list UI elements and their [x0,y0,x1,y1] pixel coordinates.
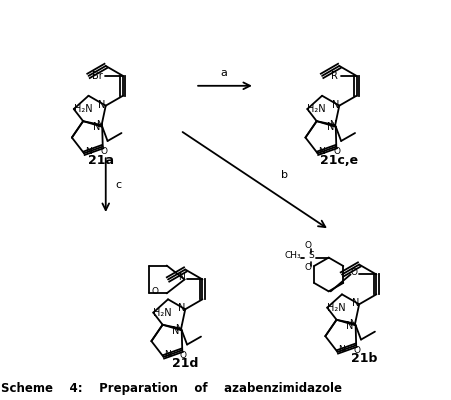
Text: N: N [172,326,179,336]
Text: H₂N: H₂N [153,308,171,318]
Text: O: O [151,287,158,296]
Text: O: O [179,351,186,360]
Text: Br: Br [92,71,102,81]
Text: H₂N: H₂N [74,104,92,114]
Text: N: N [351,298,358,308]
Text: N: N [329,120,336,129]
Text: O: O [100,147,107,156]
Text: N: N [345,321,353,331]
Text: N: N [98,100,105,110]
Text: N: N [177,303,184,313]
Text: 21b: 21b [350,352,377,365]
Text: b: b [281,170,287,180]
Text: N: N [337,346,344,354]
Text: N: N [175,324,182,333]
Text: Scheme    4:    Preparation    of    azabenzimidazole: Scheme 4: Preparation of azabenzimidazol… [1,382,341,395]
Text: R: R [331,71,337,81]
Text: N: N [84,147,91,156]
Text: N: N [164,350,170,359]
Text: O: O [353,346,360,355]
Text: O: O [349,268,356,277]
Text: a: a [220,68,227,78]
Text: S: S [307,251,313,260]
Text: CH₃: CH₃ [284,251,300,260]
Text: 21c,e: 21c,e [319,154,358,167]
Text: N: N [93,122,100,132]
Text: N: N [318,147,324,156]
Text: c: c [115,180,121,190]
Text: 21a: 21a [87,154,114,167]
Text: O: O [304,241,311,250]
Text: O: O [304,263,311,272]
Text: N: N [326,122,333,132]
Text: H₂N: H₂N [327,303,345,313]
Text: 21d: 21d [172,357,198,370]
Text: O: O [333,147,340,156]
Text: N: N [96,120,102,129]
Text: N: N [331,100,338,110]
Text: N: N [349,319,355,328]
Text: H₂N: H₂N [307,104,325,114]
Text: N: N [178,273,184,282]
